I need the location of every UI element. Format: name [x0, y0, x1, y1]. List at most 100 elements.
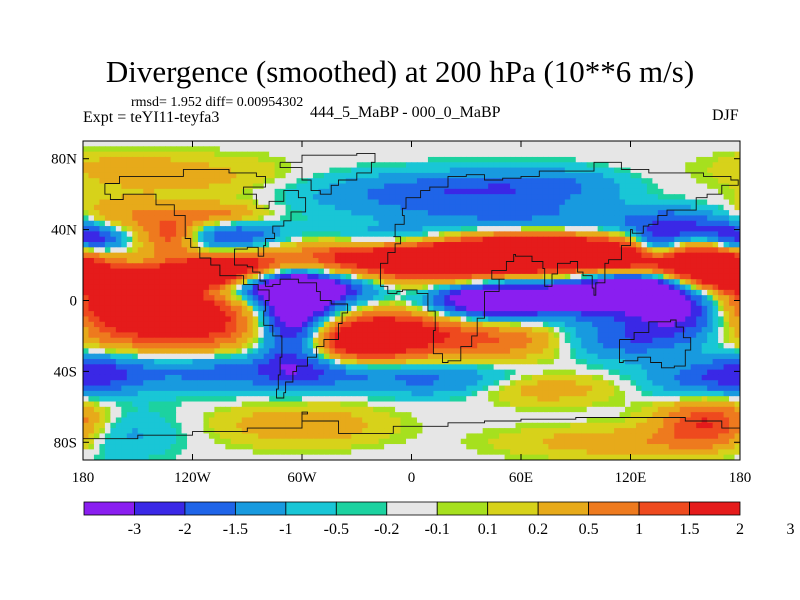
field-cell — [291, 337, 298, 344]
field-cell — [499, 156, 506, 163]
field-cell — [104, 311, 111, 318]
field-cell — [488, 268, 495, 275]
field-cell — [132, 162, 139, 169]
field-cell — [455, 273, 462, 280]
field-cell — [285, 257, 292, 264]
field-cell — [652, 353, 659, 360]
field-cell — [312, 156, 320, 163]
field-cell — [438, 146, 445, 153]
field-cell — [597, 151, 604, 158]
field-cell — [291, 279, 298, 286]
field-cell — [356, 316, 363, 323]
field-cell — [718, 172, 725, 179]
field-cell — [285, 141, 292, 147]
field-cell — [159, 183, 166, 190]
field-cell — [110, 358, 117, 365]
field-cell — [159, 194, 166, 201]
field-cell — [723, 194, 730, 201]
field-cell — [192, 167, 199, 174]
field-cell — [203, 327, 210, 333]
field-cell — [373, 167, 380, 174]
field-cell — [499, 273, 506, 280]
field-cell — [416, 263, 424, 270]
field-cell — [690, 332, 697, 339]
field-cell — [729, 242, 736, 248]
field-cell — [203, 231, 210, 238]
field-cell — [187, 316, 194, 323]
field-cell — [93, 268, 101, 275]
field-cell — [614, 146, 621, 153]
field-cell — [460, 183, 467, 190]
field-cell — [400, 257, 407, 264]
field-cell — [663, 236, 670, 243]
field-cell — [619, 220, 626, 227]
field-cell — [323, 247, 330, 254]
field-cell — [318, 204, 325, 211]
field-cell — [187, 146, 194, 153]
field-cell — [296, 188, 303, 195]
field-cell — [269, 188, 276, 195]
field-cell — [537, 279, 544, 286]
field-cell — [274, 162, 281, 169]
field-cell — [132, 167, 139, 174]
field-cell — [619, 183, 626, 190]
field-cell — [674, 215, 681, 222]
field-cell — [537, 343, 544, 349]
field-cell — [252, 295, 259, 302]
field-cell — [373, 353, 380, 360]
field-cell — [389, 343, 396, 349]
field-cell — [646, 257, 653, 264]
field-cell — [603, 226, 610, 232]
field-cell — [444, 337, 451, 344]
field-cell — [104, 178, 111, 185]
field-cell — [373, 215, 380, 222]
field-cell — [345, 268, 352, 275]
field-cell — [592, 284, 599, 291]
field-cell — [548, 321, 555, 328]
field-cell — [641, 279, 648, 286]
field-cell — [729, 279, 736, 286]
field-cell — [646, 343, 653, 349]
field-cell — [526, 311, 533, 318]
field-cell — [154, 279, 161, 286]
field-cell — [378, 311, 385, 318]
field-cell — [504, 316, 511, 323]
field-cell — [362, 332, 369, 339]
field-cell — [312, 332, 320, 339]
field-cell — [356, 332, 363, 339]
field-cell — [241, 167, 248, 174]
field-cell — [225, 263, 232, 270]
field-cell — [603, 343, 610, 349]
field-cell — [548, 220, 555, 227]
field-cell — [219, 284, 226, 291]
field-cell — [526, 172, 533, 179]
field-cell — [356, 268, 363, 275]
field-cell — [542, 348, 549, 355]
field-cell — [192, 321, 199, 328]
field-cell — [690, 353, 697, 360]
field-cell — [597, 353, 604, 360]
field-cell — [176, 284, 183, 291]
field-cell — [356, 210, 363, 217]
field-cell — [701, 220, 708, 227]
field-cell — [280, 242, 287, 248]
field-cell — [603, 220, 610, 227]
field-cell — [181, 215, 188, 222]
field-cell — [466, 141, 473, 147]
field-cell — [630, 311, 637, 318]
field-cell — [154, 268, 161, 275]
field-cell — [176, 327, 183, 333]
field-cell — [707, 305, 714, 312]
field-cell — [230, 220, 237, 227]
field-cell — [559, 210, 566, 217]
field-cell — [126, 295, 133, 302]
field-cell — [635, 178, 643, 185]
field-cell — [444, 146, 451, 153]
field-cell — [575, 146, 582, 153]
field-cell — [236, 146, 243, 153]
field-cell — [132, 279, 139, 286]
field-cell — [734, 162, 740, 169]
field-cell — [252, 263, 259, 270]
field-cell — [93, 263, 101, 270]
field-cell — [351, 226, 358, 232]
